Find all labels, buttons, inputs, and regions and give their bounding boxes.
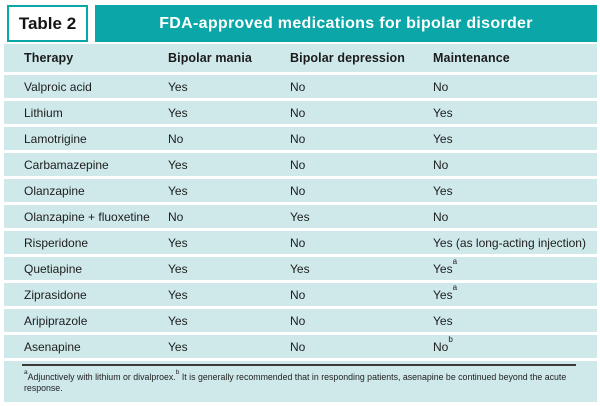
title-band: FDA-approved medications for bipolar dis… (95, 5, 597, 42)
table-row: Carbamazepine Yes No No (4, 153, 597, 176)
cell-mania: Yes (168, 287, 188, 302)
cell-mania: Yes (168, 261, 188, 276)
cell-depression: No (290, 313, 306, 328)
cell-depression: No (290, 79, 306, 94)
footnote-divider (22, 364, 576, 366)
cell-therapy: Quetiapine (24, 261, 83, 276)
cell-mania: Yes (168, 105, 188, 120)
footnote-b: It is generally recommended that in resp… (24, 372, 567, 393)
cell-depression: No (290, 235, 306, 250)
figure-header: Table 2 FDA-approved medications for bip… (7, 5, 597, 42)
cell-therapy: Olanzapine (24, 183, 85, 198)
cell-therapy: Carbamazepine (24, 157, 109, 172)
cell-depression: No (290, 183, 306, 198)
table-row: Olanzapine Yes No Yes (4, 179, 597, 202)
footnote-marker: a (452, 282, 458, 292)
cell-therapy: Lamotrigine (24, 131, 87, 146)
cell-maintenance: Yes (433, 105, 453, 120)
table-row: Lithium Yes No Yes (4, 101, 597, 124)
footnote-marker: b (448, 334, 453, 344)
cell-maintenance: No (433, 209, 449, 224)
cell-therapy: Lithium (24, 105, 63, 120)
cell-maintenance: Yes (433, 313, 453, 328)
cell-maintenance: Nob (433, 334, 453, 354)
cell-depression: No (290, 105, 306, 120)
table-row: Asenapine Yes No Nob (4, 335, 597, 358)
cell-therapy: Olanzapine + fluoxetine (24, 209, 150, 224)
cell-depression: Yes (290, 209, 310, 224)
cell-therapy: Aripiprazole (24, 313, 88, 328)
footnote-block: aAdjunctively with lithium or divalproex… (4, 361, 597, 402)
cell-maintenance: No (433, 79, 449, 94)
cell-mania: Yes (168, 339, 188, 354)
footnote-marker-a: a (24, 369, 28, 377)
cell-depression: No (290, 287, 306, 302)
cell-maintenance: Yes (as long-acting injection) (433, 235, 586, 250)
cell-maintenance: Yesa (433, 256, 458, 276)
cell-mania: Yes (168, 235, 188, 250)
table-row: Valproic acid Yes No No (4, 75, 597, 98)
table-number-label: Table 2 (7, 5, 88, 42)
cell-therapy: Risperidone (24, 235, 89, 250)
cell-mania: No (168, 131, 184, 146)
table-row: Lamotrigine No No Yes (4, 127, 597, 150)
cell-mania: Yes (168, 313, 188, 328)
column-header-depression: Bipolar depression (290, 51, 406, 65)
cell-maintenance: Yesa (433, 282, 458, 302)
table-row: Ziprasidone Yes No Yesa (4, 283, 597, 306)
cell-depression: No (290, 339, 306, 354)
cell-depression: No (290, 131, 306, 146)
cell-therapy: Ziprasidone (24, 287, 87, 302)
cell-depression: No (290, 157, 306, 172)
cell-mania: Yes (168, 79, 188, 94)
footnote-marker: a (452, 256, 458, 266)
figure-title: FDA-approved medications for bipolar dis… (159, 14, 533, 32)
cell-therapy: Valproic acid (24, 79, 92, 94)
cell-depression: Yes (290, 261, 310, 276)
cell-therapy: Asenapine (24, 339, 81, 354)
cell-maintenance: Yes (433, 131, 453, 146)
table-row: Aripiprazole Yes No Yes (4, 309, 597, 332)
cell-mania: No (168, 209, 184, 224)
column-header-row: Therapy Bipolar mania Bipolar depression… (4, 44, 597, 72)
column-header-therapy: Therapy (24, 51, 74, 65)
table-row: Olanzapine + fluoxetine No Yes No (4, 205, 597, 228)
column-header-maintenance: Maintenance (433, 51, 510, 65)
cell-maintenance: No (433, 157, 449, 172)
table-panel: Therapy Bipolar mania Bipolar depression… (4, 44, 597, 402)
footnote-marker-b: b (175, 369, 180, 377)
footnote-a: Adjunctively with lithium or divalproex. (27, 372, 176, 382)
table-row: Quetiapine Yes Yes Yesa (4, 257, 597, 280)
column-header-mania: Bipolar mania (168, 51, 252, 65)
rows: Valproic acid Yes No No Lithium Yes No Y… (4, 75, 597, 361)
cell-maintenance: Yes (433, 183, 453, 198)
cell-mania: Yes (168, 157, 188, 172)
cell-mania: Yes (168, 183, 188, 198)
table-number-text: Table 2 (18, 13, 77, 33)
table-row: Risperidone Yes No Yes (as long-acting i… (4, 231, 597, 254)
footnote-text: aAdjunctively with lithium or divalproex… (4, 369, 597, 394)
